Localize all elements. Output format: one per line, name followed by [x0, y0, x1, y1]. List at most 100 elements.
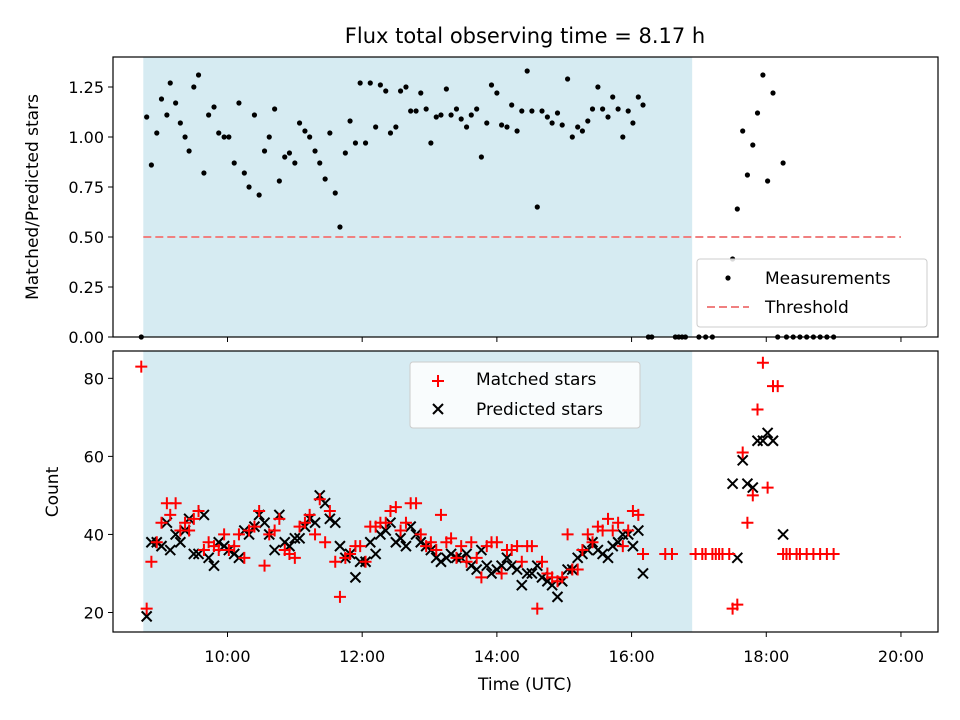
measurement-point — [534, 204, 540, 210]
matched-point — [414, 528, 427, 541]
matched-point — [248, 520, 261, 533]
predicted-point — [435, 556, 447, 568]
measurement-point — [433, 114, 439, 120]
matched-point — [490, 536, 503, 549]
measurement-point — [261, 148, 268, 154]
x-tick-label: 20:00 — [878, 647, 924, 666]
predicted-point — [526, 567, 538, 580]
matched-point — [187, 512, 200, 525]
legend-label-predicted: Predicted stars — [476, 400, 603, 420]
measurement-point — [206, 112, 212, 118]
measurement-point — [236, 100, 242, 106]
matched-point — [379, 516, 392, 529]
matched-point — [410, 497, 423, 510]
matched-point — [581, 528, 594, 541]
measurement-point — [373, 124, 379, 130]
measurement-point — [377, 82, 383, 88]
measurement-point — [342, 150, 348, 156]
measurement-point — [332, 190, 338, 196]
predicted-point — [369, 548, 382, 560]
measurement-point — [468, 112, 474, 118]
predicted-point — [470, 563, 483, 576]
predicted-point — [394, 532, 407, 545]
measurement-point — [750, 142, 756, 148]
matched-point — [179, 516, 192, 529]
matched-point — [511, 540, 524, 553]
measurement-point — [734, 206, 740, 212]
measurement-point — [740, 128, 746, 134]
predicted-point — [632, 524, 645, 537]
measurement-point — [296, 120, 303, 126]
measurement-point — [620, 134, 626, 140]
predicted-point — [268, 544, 281, 556]
matched-point — [192, 505, 205, 518]
measurement-point — [367, 80, 373, 86]
measurement-point — [387, 130, 394, 136]
measurement-point — [564, 76, 571, 82]
measurement-point — [148, 162, 154, 168]
bottom-y-tick-label: 20 — [84, 603, 104, 622]
matched-point — [333, 590, 346, 603]
measurement-point — [498, 122, 505, 128]
matched-point — [434, 508, 447, 521]
matched-point — [359, 555, 372, 568]
measurement-point — [504, 124, 510, 130]
matched-point — [525, 540, 538, 553]
matched-point — [273, 512, 286, 525]
matched-point — [135, 360, 148, 373]
measurement-point — [201, 170, 207, 176]
measurement-point — [595, 84, 601, 90]
matched-point — [736, 446, 749, 459]
measurement-point — [549, 120, 555, 126]
measurement-point — [453, 106, 460, 112]
matched-point — [470, 551, 483, 564]
measurement-point — [393, 124, 399, 130]
top-y-tick-label: 0.25 — [68, 278, 104, 297]
predicted-point — [329, 517, 341, 529]
measurement-point — [347, 118, 353, 124]
bottom-y-ticks: 20 40 60 80 — [84, 369, 113, 622]
matched-point — [329, 555, 342, 568]
measurement-point — [182, 134, 188, 140]
predicted-point — [761, 427, 774, 439]
matched-point — [268, 524, 281, 537]
measurement-point — [760, 72, 766, 78]
matched-point — [723, 547, 736, 560]
measurement-point — [312, 148, 318, 154]
matched-point — [606, 524, 619, 537]
chart-title: Flux total observing time = 8.17 h — [345, 24, 705, 48]
matched-point — [445, 532, 458, 545]
matched-point — [751, 403, 764, 416]
measurement-point — [231, 160, 237, 166]
predicted-point — [607, 540, 619, 552]
bottom-y-tick-label: 60 — [84, 447, 104, 466]
legend-marker-measurements — [725, 275, 731, 281]
matched-point — [288, 551, 301, 564]
measurement-point — [630, 120, 636, 126]
measurement-point — [418, 90, 424, 96]
measurement-point — [585, 118, 591, 124]
predicted-point — [289, 532, 301, 545]
predicted-point — [757, 435, 769, 447]
measurement-point — [191, 84, 197, 90]
measurement-point — [539, 108, 545, 114]
measurement-point — [195, 72, 202, 78]
top-x-ticks — [226, 337, 902, 342]
predicted-point — [511, 563, 523, 576]
measurement-point — [154, 130, 160, 136]
legend-marker-predicted — [432, 403, 444, 415]
measurement-point — [292, 160, 298, 166]
predicted-point — [258, 517, 271, 529]
matched-point — [465, 536, 478, 549]
matched-point — [150, 536, 163, 549]
matched-point — [183, 524, 196, 537]
measurement-point — [428, 140, 434, 146]
matched-point — [632, 508, 645, 521]
measurement-point — [448, 112, 454, 118]
measurement-point — [413, 108, 419, 114]
matched-point — [394, 524, 407, 537]
x-axis-label: Time (UTC) — [477, 675, 572, 695]
measurement-point — [509, 102, 515, 108]
measurement-point — [408, 108, 414, 114]
measurement-point — [272, 106, 278, 112]
